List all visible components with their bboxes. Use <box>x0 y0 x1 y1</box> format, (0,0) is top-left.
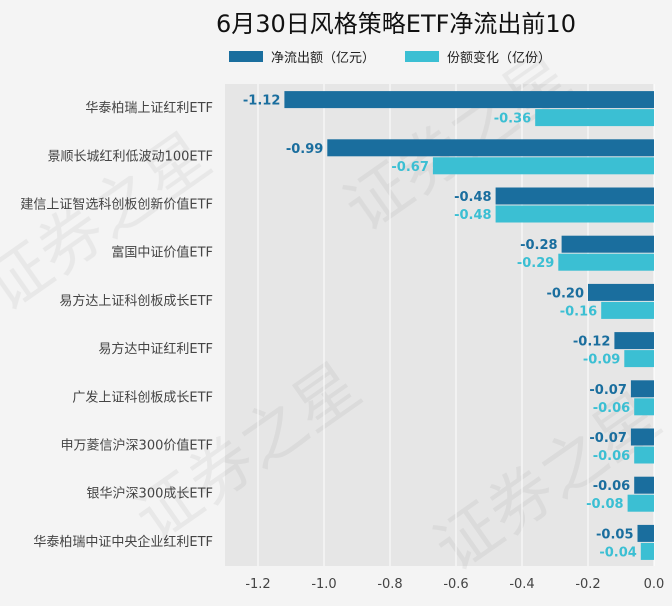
data-label: -0.06 <box>593 479 630 494</box>
category-label: 景顺长城红利低波动100ETF <box>48 148 213 164</box>
category-label: 华泰柏瑞上证红利ETF <box>85 100 213 116</box>
data-label: -0.48 <box>454 190 491 205</box>
bar-share-change <box>535 109 654 127</box>
data-label: -0.99 <box>286 142 323 157</box>
bar-net-outflow <box>327 139 654 157</box>
bar-share-change <box>634 398 654 416</box>
bar-net-outflow <box>634 476 654 494</box>
legend-label-share-change: 份额变化（亿份） <box>447 50 551 66</box>
category-label: 易方达中证红利ETF <box>98 341 213 357</box>
bar-net-outflow <box>637 524 654 542</box>
data-label: -0.29 <box>517 256 554 271</box>
x-tick-label: -0.6 <box>443 577 468 592</box>
data-label: -0.07 <box>589 431 626 446</box>
category-label: 建信上证智选科创板创新价值ETF <box>20 197 213 213</box>
data-label: -0.05 <box>596 527 633 542</box>
data-label: -0.28 <box>520 238 557 253</box>
bar-share-change <box>634 446 654 464</box>
data-label: -0.08 <box>586 497 623 512</box>
data-label: -1.12 <box>243 94 280 109</box>
category-label: 银华沪深300成长ETF <box>87 486 213 502</box>
data-label: -0.36 <box>494 112 531 127</box>
x-tick-label: -0.8 <box>377 577 402 592</box>
bar-share-change <box>627 494 654 512</box>
x-tick-label: -0.4 <box>509 577 534 592</box>
bar-net-outflow <box>588 283 654 301</box>
bar-share-change <box>432 157 654 175</box>
category-label: 申万菱信沪深300价值ETF <box>61 438 213 454</box>
data-label: -0.09 <box>583 353 620 368</box>
bar-share-change <box>495 205 654 223</box>
legend-swatch-net-outflow <box>229 51 263 62</box>
x-tick-label: -1.2 <box>245 577 270 592</box>
bar-net-outflow <box>495 187 654 205</box>
legend-label-net-outflow: 净流出额（亿元） <box>271 51 375 66</box>
x-tick-label: -0.2 <box>575 577 600 592</box>
bar-share-change <box>558 253 654 271</box>
data-label: -0.06 <box>593 401 630 416</box>
bar-net-outflow <box>561 235 654 253</box>
bar-net-outflow <box>630 428 654 446</box>
data-label: -0.04 <box>599 545 636 560</box>
data-label: -0.07 <box>589 383 626 398</box>
data-label: -0.16 <box>560 304 597 319</box>
bar-net-outflow <box>284 91 654 109</box>
data-label: -0.48 <box>454 208 491 223</box>
bars: -1.12 -0.36 -0.99 -0.67 -0.48 -0.48 -0.28 -0.29… <box>243 91 654 560</box>
category-label: 华泰柏瑞中证中央企业红利ETF <box>33 534 213 550</box>
category-label: 富国中证价值ETF <box>111 245 213 261</box>
chart-title: 6月30日风格策略ETF净流出前10 <box>216 10 576 38</box>
x-axis: -1.2 -1.0 -0.8 -0.6 -0.4 -0.2 0.0 <box>245 577 664 592</box>
data-label: -0.12 <box>573 335 610 350</box>
data-label: -0.06 <box>593 449 630 464</box>
data-label: -0.67 <box>391 160 428 175</box>
data-label: -0.20 <box>547 286 584 301</box>
bar-share-change <box>601 301 654 319</box>
x-tick-label: 0.0 <box>644 577 665 592</box>
legend: 净流出额（亿元） 份额变化（亿份） <box>229 50 551 66</box>
legend-swatch-share-change <box>405 51 439 62</box>
x-tick-label: -1.0 <box>311 577 336 592</box>
bar-net-outflow <box>614 332 654 350</box>
bar-net-outflow <box>630 380 654 398</box>
bar-share-change <box>640 542 654 560</box>
bar-share-change <box>624 350 654 368</box>
category-label: 广发上证科创板成长ETF <box>72 389 213 405</box>
category-label: 易方达上证科创板成长ETF <box>59 293 213 309</box>
category-labels: 华泰柏瑞上证红利ETF 景顺长城红利低波动100ETF 建信上证智选科创板创新价值E… <box>20 100 213 550</box>
